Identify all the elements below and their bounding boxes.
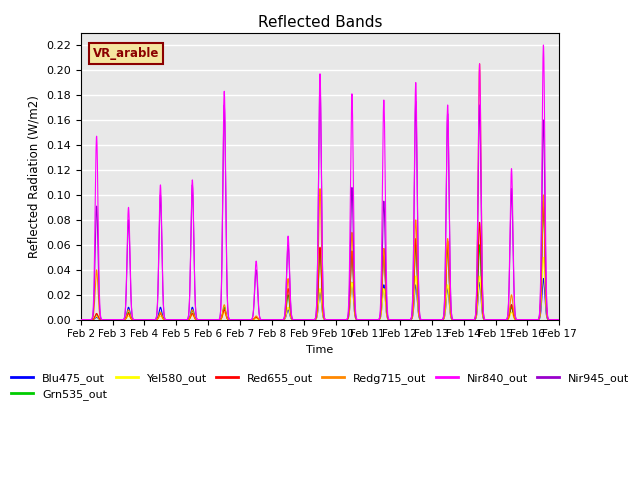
- Nir945_out: [454, 317, 461, 323]
- Nir840_out: [556, 317, 563, 323]
- Blu475_out: [386, 317, 394, 323]
- Blu475_out: [454, 317, 461, 323]
- Grn535_out: [556, 317, 563, 323]
- Nir945_out: [556, 317, 563, 323]
- Nir945_out: [256, 315, 264, 321]
- Legend: Blu475_out, Grn535_out, Yel580_out, Red655_out, Redg715_out, Nir840_out, Nir945_: Blu475_out, Grn535_out, Yel580_out, Red6…: [6, 368, 634, 405]
- Grn535_out: [174, 317, 182, 323]
- Yel580_out: [540, 254, 547, 260]
- Red655_out: [179, 317, 187, 323]
- Nir945_out: [77, 317, 84, 323]
- Line: Red655_out: Red655_out: [81, 201, 559, 320]
- Nir840_out: [179, 317, 187, 323]
- Line: Nir840_out: Nir840_out: [81, 45, 559, 320]
- Nir945_out: [174, 317, 182, 323]
- Grn535_out: [256, 317, 264, 323]
- Line: Yel580_out: Yel580_out: [81, 257, 559, 320]
- X-axis label: Time: Time: [307, 345, 333, 355]
- Redg715_out: [77, 317, 84, 323]
- Blu475_out: [179, 317, 187, 323]
- Red655_out: [540, 198, 547, 204]
- Redg715_out: [554, 317, 562, 323]
- Yel580_out: [554, 317, 561, 323]
- Grn535_out: [179, 317, 187, 323]
- Red655_out: [256, 317, 264, 323]
- Nir840_out: [454, 317, 461, 323]
- Line: Nir945_out: Nir945_out: [81, 84, 559, 320]
- Nir840_out: [554, 317, 562, 323]
- Nir945_out: [179, 317, 187, 323]
- Blu475_out: [77, 317, 84, 323]
- Line: Grn535_out: Grn535_out: [81, 207, 559, 320]
- Nir840_out: [174, 317, 182, 323]
- Nir840_out: [268, 317, 276, 323]
- Nir945_out: [386, 317, 394, 323]
- Line: Redg715_out: Redg715_out: [81, 64, 559, 320]
- Title: Reflected Bands: Reflected Bands: [258, 15, 382, 30]
- Redg715_out: [476, 61, 483, 67]
- Red655_out: [554, 317, 561, 323]
- Yel580_out: [256, 317, 264, 323]
- Red655_out: [454, 317, 461, 323]
- Grn535_out: [554, 317, 561, 323]
- Nir945_out: [554, 317, 561, 323]
- Redg715_out: [256, 317, 264, 323]
- Nir840_out: [77, 317, 84, 323]
- Redg715_out: [236, 317, 244, 323]
- Line: Blu475_out: Blu475_out: [81, 278, 559, 320]
- Redg715_out: [174, 317, 182, 323]
- Nir945_out: [316, 81, 324, 87]
- Redg715_out: [386, 317, 394, 323]
- Red655_out: [556, 317, 563, 323]
- Grn535_out: [386, 317, 394, 323]
- Red655_out: [77, 317, 84, 323]
- Nir840_out: [256, 314, 264, 320]
- Red655_out: [386, 317, 394, 323]
- Blu475_out: [174, 317, 182, 323]
- Yel580_out: [77, 317, 84, 323]
- Grn535_out: [77, 317, 84, 323]
- Red655_out: [174, 317, 182, 323]
- Nir840_out: [540, 42, 547, 48]
- Y-axis label: Reflected Radiation (W/m2): Reflected Radiation (W/m2): [28, 95, 40, 258]
- Blu475_out: [554, 317, 561, 323]
- Blu475_out: [256, 317, 264, 323]
- Grn535_out: [454, 317, 461, 323]
- Grn535_out: [540, 204, 547, 210]
- Yel580_out: [179, 317, 187, 323]
- Yel580_out: [174, 317, 182, 323]
- Yel580_out: [556, 317, 563, 323]
- Blu475_out: [540, 276, 547, 281]
- Yel580_out: [454, 317, 461, 323]
- Blu475_out: [556, 317, 563, 323]
- Redg715_out: [179, 317, 187, 323]
- Nir840_out: [386, 317, 394, 323]
- Redg715_out: [556, 317, 563, 323]
- Yel580_out: [386, 317, 394, 323]
- Redg715_out: [454, 317, 461, 323]
- Text: VR_arable: VR_arable: [93, 47, 159, 60]
